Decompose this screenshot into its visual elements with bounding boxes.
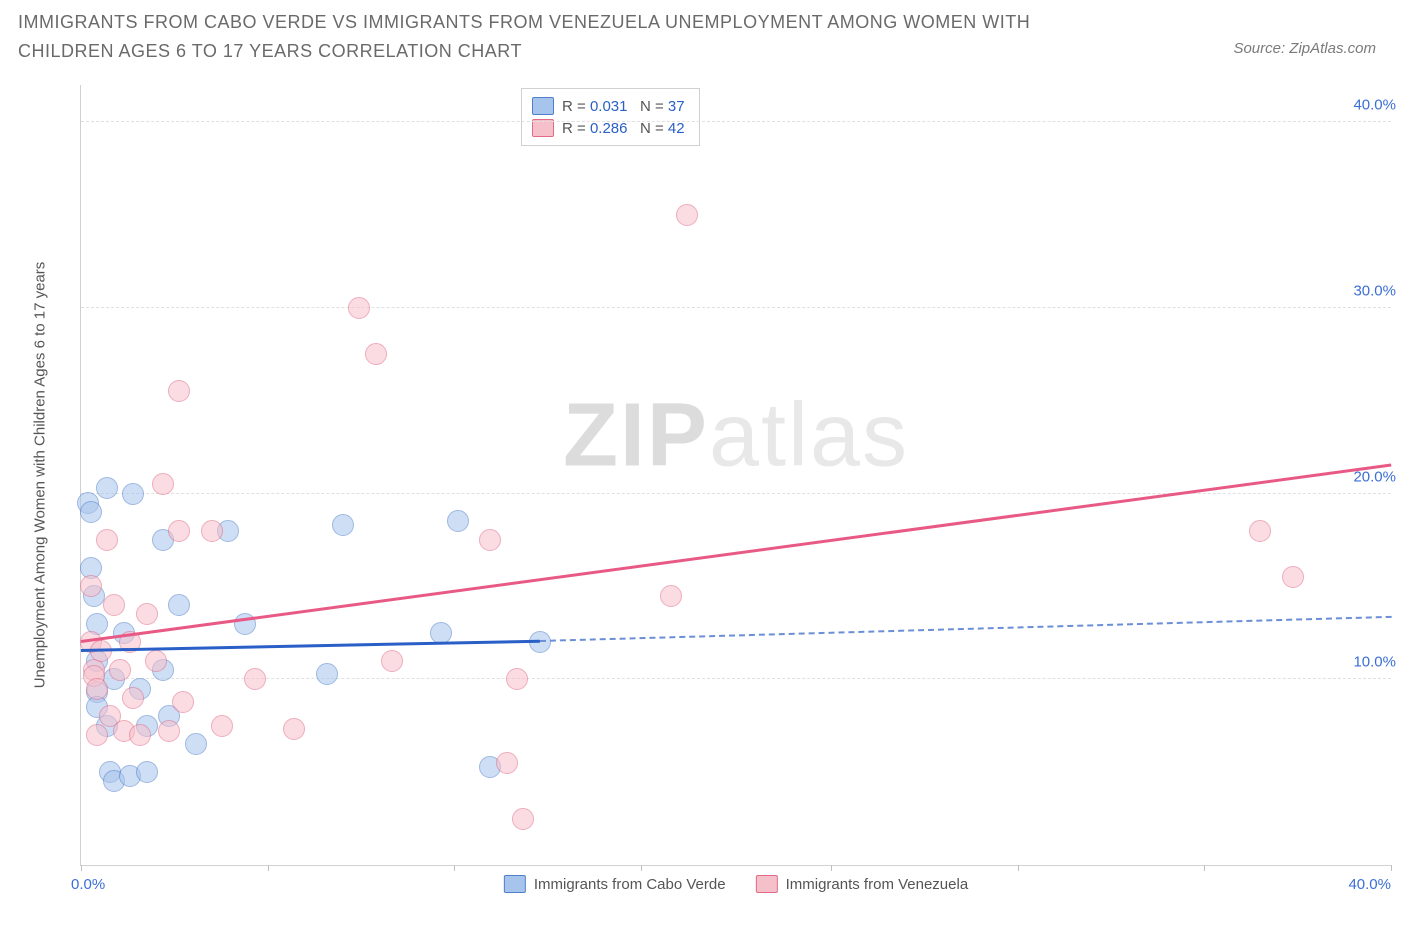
data-point	[80, 575, 102, 597]
x-axis-max-label: 40.0%	[1348, 876, 1391, 893]
data-point	[103, 594, 125, 616]
swatch-blue-icon	[532, 97, 554, 115]
trend-line	[81, 463, 1391, 642]
legend-item-pink: Immigrants from Venezuela	[756, 875, 969, 893]
data-point	[122, 483, 144, 505]
swatch-blue-icon	[504, 875, 526, 893]
watermark: ZIPatlas	[563, 385, 909, 488]
data-point	[86, 678, 108, 700]
plot-region: ZIPatlas R = 0.031 N = 37 R = 0.286 N = …	[80, 85, 1391, 866]
trend-line	[81, 640, 540, 652]
data-point	[152, 473, 174, 495]
x-tick	[268, 865, 269, 871]
data-point	[136, 603, 158, 625]
data-point	[168, 520, 190, 542]
data-point	[676, 204, 698, 226]
stats-legend: R = 0.031 N = 37 R = 0.286 N = 42	[521, 88, 700, 146]
data-point	[660, 585, 682, 607]
data-point	[96, 477, 118, 499]
gridline	[81, 307, 1391, 308]
y-tick-label: 40.0%	[1347, 97, 1396, 114]
data-point	[332, 514, 354, 536]
data-point	[496, 752, 518, 774]
x-axis-min-label: 0.0%	[71, 876, 105, 893]
stats-row-blue: R = 0.031 N = 37	[532, 95, 685, 117]
gridline	[81, 678, 1391, 679]
source-label: Source: ZipAtlas.com	[1233, 40, 1376, 57]
trend-line	[539, 616, 1391, 642]
x-tick	[1391, 865, 1392, 871]
gridline	[81, 493, 1391, 494]
data-point	[1249, 520, 1271, 542]
data-point	[185, 733, 207, 755]
x-tick	[81, 865, 82, 871]
x-tick	[454, 865, 455, 871]
data-point	[479, 529, 501, 551]
chart-area: Unemployment Among Women with Children A…	[60, 85, 1390, 865]
data-point	[244, 668, 266, 690]
data-point	[158, 720, 180, 742]
swatch-pink-icon	[756, 875, 778, 893]
data-point	[512, 808, 534, 830]
data-point	[145, 650, 167, 672]
gridline	[81, 121, 1391, 122]
data-point	[172, 691, 194, 713]
data-point	[1282, 566, 1304, 588]
x-tick	[1204, 865, 1205, 871]
data-point	[129, 724, 151, 746]
data-point	[447, 510, 469, 532]
data-point	[168, 380, 190, 402]
data-point	[90, 640, 112, 662]
data-point	[122, 687, 144, 709]
data-point	[80, 501, 102, 523]
x-tick	[641, 865, 642, 871]
series-legend: Immigrants from Cabo Verde Immigrants fr…	[504, 875, 968, 893]
data-point	[211, 715, 233, 737]
data-point	[381, 650, 403, 672]
data-point	[365, 343, 387, 365]
data-point	[136, 761, 158, 783]
y-tick-label: 30.0%	[1347, 282, 1396, 299]
y-axis-title: Unemployment Among Women with Children A…	[32, 262, 49, 689]
x-tick	[1018, 865, 1019, 871]
x-tick	[831, 865, 832, 871]
data-point	[316, 663, 338, 685]
y-tick-label: 10.0%	[1347, 654, 1396, 671]
data-point	[109, 659, 131, 681]
data-point	[168, 594, 190, 616]
data-point	[86, 724, 108, 746]
data-point	[201, 520, 223, 542]
data-point	[96, 529, 118, 551]
data-point	[283, 718, 305, 740]
chart-title: IMMIGRANTS FROM CABO VERDE VS IMMIGRANTS…	[18, 8, 1098, 66]
legend-item-blue: Immigrants from Cabo Verde	[504, 875, 726, 893]
data-point	[348, 297, 370, 319]
data-point	[506, 668, 528, 690]
